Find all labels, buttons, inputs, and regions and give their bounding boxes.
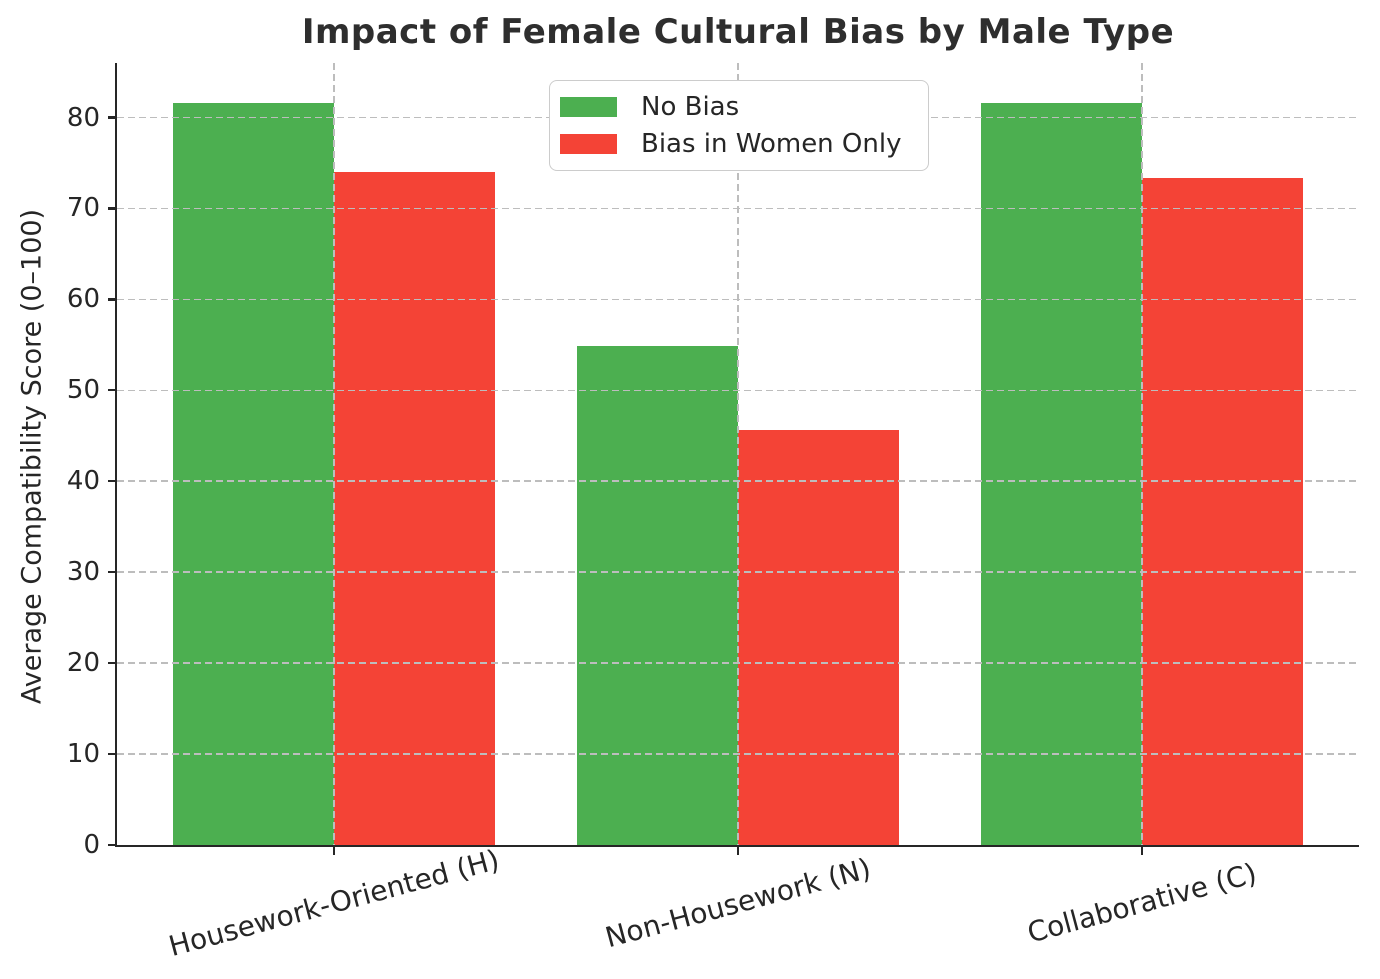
y-tick-label-70: 70: [66, 193, 100, 224]
bar-no-bias-2: [981, 103, 1142, 845]
chart-title: Impact of Female Cultural Bias by Male T…: [301, 12, 1175, 52]
bar-no-bias-1: [577, 345, 738, 845]
legend-item-bias-women-only: Bias in Women Only: [558, 129, 920, 159]
y-tickmark-30: [108, 571, 117, 574]
x-tickmark-1: [736, 846, 740, 855]
y-tick-label-20: 20: [66, 648, 100, 679]
y-tickmark-60: [108, 298, 117, 301]
y-axis-spine: [114, 63, 117, 848]
y-tickmark-0: [108, 843, 117, 847]
x-tick-label-1: Non-Housework (N): [601, 851, 875, 955]
bar-no-bias-0: [173, 103, 334, 845]
y-tick-label-40: 40: [66, 466, 100, 497]
legend-item-no-bias: No Bias: [558, 92, 920, 122]
x-tick-label-0: Housework-Oriented (H): [165, 843, 503, 963]
bar-bias-in-women-only-2: [1142, 178, 1303, 845]
legend-label-no-bias: No Bias: [641, 92, 740, 122]
legend-swatch-no-bias: [560, 97, 617, 117]
bar-bias-in-women-only-0: [334, 172, 495, 845]
v-gridline-1: [737, 63, 739, 845]
legend-swatch-bias-women-only: [560, 134, 617, 154]
y-tickmark-10: [108, 752, 117, 756]
v-gridline-2: [1141, 63, 1143, 845]
x-tickmark-0: [332, 846, 336, 855]
y-axis-label: Average Compatibility Score (0–100): [16, 208, 48, 705]
legend: No Bias Bias in Women Only: [549, 80, 929, 171]
y-tickmark-70: [108, 207, 117, 210]
x-axis-spine: [114, 845, 1359, 848]
y-tick-label-10: 10: [66, 739, 100, 770]
y-tickmark-50: [108, 389, 117, 392]
y-tick-label-0: 0: [83, 830, 100, 860]
y-tick-label-50: 50: [66, 375, 100, 406]
x-tick-label-2: Collaborative (C): [1023, 856, 1261, 950]
y-tickmark-80: [108, 116, 117, 119]
x-tickmark-2: [1140, 846, 1144, 855]
y-tickmark-40: [108, 480, 117, 483]
v-gridline-0: [333, 63, 335, 845]
y-tick-label-60: 60: [66, 284, 100, 315]
bar-bias-in-women-only-1: [738, 430, 899, 845]
y-tick-label-80: 80: [66, 102, 100, 133]
legend-label-bias-women-only: Bias in Women Only: [641, 129, 902, 159]
y-tick-label-30: 30: [66, 557, 100, 588]
y-tickmark-20: [108, 662, 117, 665]
